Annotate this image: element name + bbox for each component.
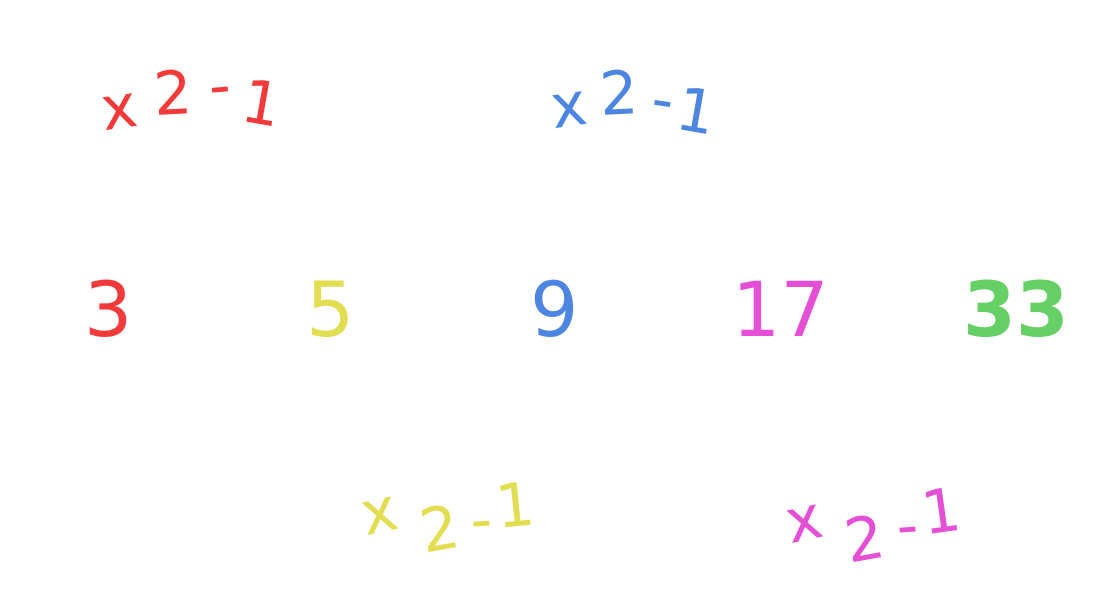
sequence-number-1: 3 — [84, 265, 133, 354]
operation-subtrahend: 1 — [492, 469, 539, 543]
operation-subtrahend: 1 — [236, 66, 287, 142]
operation-minus-sign: - — [467, 484, 495, 556]
sequence-number-answer: 33 — [963, 265, 1069, 354]
operation-minus-sign: - — [646, 63, 679, 137]
operation-factor: 2 — [414, 492, 464, 568]
operation-minus-sign: - — [205, 50, 234, 122]
sequence-number-4: 17 — [732, 265, 829, 354]
operation-label-4: x 2-1 — [779, 475, 965, 578]
operation-times-sign: x — [779, 482, 829, 558]
operation-times-sign: x — [96, 70, 142, 146]
sequence-number-2: 5 — [306, 265, 355, 354]
operation-times-sign: x — [546, 68, 592, 144]
operation-label-1: x 2 -1 — [96, 50, 286, 145]
operation-factor: 2 — [151, 58, 194, 130]
operation-subtrahend: 1 — [917, 474, 966, 550]
operation-times-sign: x — [354, 474, 404, 551]
operation-factor: 2 — [597, 58, 640, 130]
sequence-number-3: 9 — [530, 265, 579, 354]
operation-minus-sign: - — [893, 490, 921, 562]
operation-label-3: x 2 -1 — [546, 58, 721, 150]
operation-subtrahend: 1 — [671, 74, 722, 150]
operation-factor: 2 — [839, 501, 889, 578]
operation-label-2: x 2-1 — [354, 469, 538, 567]
